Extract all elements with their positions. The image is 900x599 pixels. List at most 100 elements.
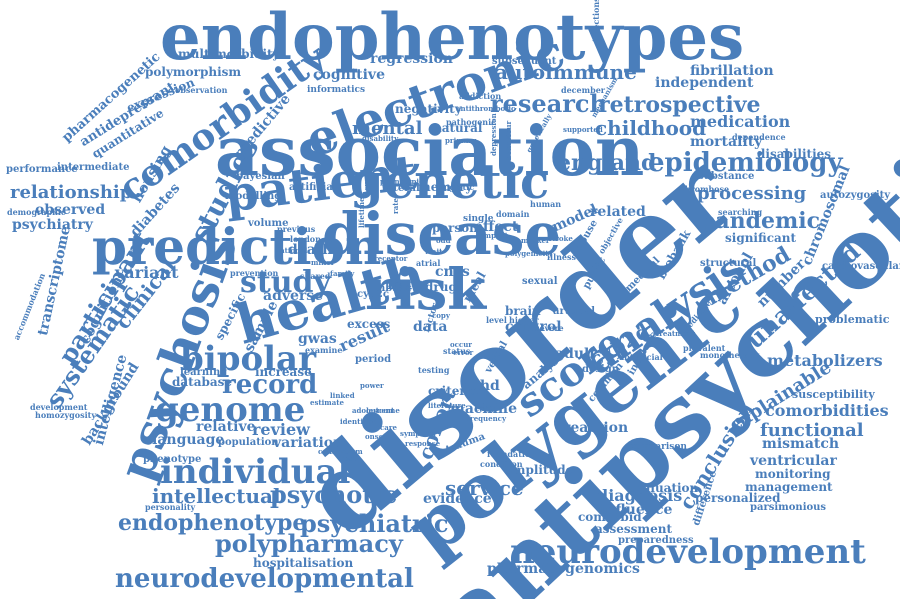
word-onset: onset (365, 432, 387, 441)
word-management: management (745, 480, 833, 494)
word-genome: genome (155, 390, 306, 430)
word-autozygosity: autozygosity (820, 190, 891, 201)
word-effect: effect (474, 219, 519, 235)
word-early: early (475, 404, 495, 413)
word-antisocial: antisocial (619, 352, 663, 362)
word-pharmacogenomics: pharmacogenomics (487, 561, 640, 577)
word-odd: odd (436, 236, 451, 245)
word-excess: excess (347, 317, 391, 331)
word-polygenicity: polygenicity (505, 249, 553, 258)
word-person: person (432, 221, 478, 235)
word-diagnosis: diagnosis (597, 486, 683, 505)
word-condition: condition (480, 459, 523, 469)
word-linked: linked (330, 391, 355, 400)
word-intermediate: intermediate (57, 162, 130, 173)
word-monotherapy: monotherapy (700, 350, 760, 360)
word-informatics: informatics (307, 85, 366, 95)
word-artificial: artificial (289, 182, 337, 193)
word-cnvs: cnvs (435, 264, 470, 280)
word-mortality: mortality (690, 134, 763, 150)
word-volume: volume (248, 218, 289, 229)
word-receptor: receptor (374, 254, 408, 263)
word-autoimmune: autoimmune (495, 60, 637, 84)
word-language: language (152, 432, 225, 448)
word-behaviour: behaviour (504, 120, 513, 160)
word-sexual: sexual (522, 276, 558, 287)
word-demographic: demographic (7, 207, 66, 217)
word-bayesian: bayesian (236, 171, 285, 182)
word-comparison: comparison (628, 442, 687, 452)
word-parsimonious: parsimonious (750, 502, 827, 513)
word-brain: brain (505, 304, 541, 318)
word-population: population (218, 437, 279, 448)
word-higher: higher (509, 315, 539, 325)
word-marker: marker (521, 236, 550, 245)
word-disability: disability (362, 134, 399, 143)
word-trait: trait (425, 247, 443, 256)
word-hospitalisation: hospitalisation (253, 556, 354, 570)
word-association: association (215, 112, 645, 192)
word-significant: significant (725, 231, 797, 245)
word-retrospective: retrospective (598, 92, 761, 118)
word-gwas: gwas (298, 331, 337, 347)
word-adolescent: adolescent (352, 406, 395, 415)
word-medication: medication (690, 112, 791, 131)
word-human: human (530, 199, 562, 209)
word-minor: minor (311, 258, 335, 267)
word-research: research (490, 89, 607, 118)
word-preparedness: preparedness (618, 535, 694, 546)
word-design: design (582, 364, 620, 375)
word-comorbid: comorbid (578, 510, 642, 524)
word-dependence: dependence (732, 132, 786, 142)
word-neurodevelopmental: neurodevelopmental (115, 564, 414, 594)
word-national: national (275, 246, 308, 255)
word-learning: learning (180, 367, 228, 378)
word-endophenotypes: endophenotypes (160, 0, 745, 75)
word-substance: substance (698, 171, 755, 182)
word-impact: impact (481, 231, 508, 240)
word-variation: variation (273, 435, 344, 451)
word-lateral: lateral (383, 183, 420, 194)
word-phenotypic: phenotypic (380, 177, 424, 186)
word-prevention: prevention (230, 268, 279, 278)
word-december: december (561, 85, 606, 95)
word-copy: copy (432, 311, 450, 320)
word-single: single (463, 214, 494, 224)
word-observation: observation (175, 85, 228, 95)
word-pathogenic: pathogenic (446, 117, 497, 127)
word-literature: literature (428, 401, 466, 410)
word-independent: independent (655, 75, 754, 91)
word-identified: identified (340, 417, 378, 426)
word-power: power (360, 381, 384, 390)
word-processing: processing (697, 183, 807, 204)
word-cost: cost (340, 454, 357, 463)
word-drug: drug (425, 280, 457, 294)
word-record: record (222, 370, 318, 400)
word-epidemiology: epidemiology (648, 148, 843, 178)
word-foundation: foundation (487, 449, 537, 459)
word-related: related (590, 204, 646, 220)
word-shared: shared (300, 271, 331, 281)
word-previous: previous (277, 224, 316, 234)
word-machine: machine (450, 401, 517, 417)
word-addiction: addiction (459, 91, 502, 101)
word-subsequent: subsequent (492, 56, 557, 67)
word-domain: domain (496, 209, 530, 219)
word-endophenotype: endophenotype (118, 510, 307, 536)
word-disease: disease (322, 200, 562, 268)
word-study: study (240, 265, 331, 300)
word-pandemic: pandemic (700, 208, 821, 234)
word-susceptibility: susceptibility (792, 388, 875, 401)
word-mismatch: mismatch (762, 436, 840, 452)
word-cognitive: cognitive (313, 67, 385, 83)
word-period: period (355, 354, 392, 365)
word-supported: supported (563, 125, 603, 134)
word-england: england (557, 150, 657, 176)
word-rare: rare (387, 274, 425, 293)
word-psychiatry: psychiatry (12, 217, 93, 233)
word-intellectual: intellectual (152, 484, 281, 508)
word-frequency: frequency (467, 414, 507, 423)
word-cyp2c: cyp2c (357, 289, 389, 300)
word-polypharmacy: polypharmacy (215, 529, 403, 558)
